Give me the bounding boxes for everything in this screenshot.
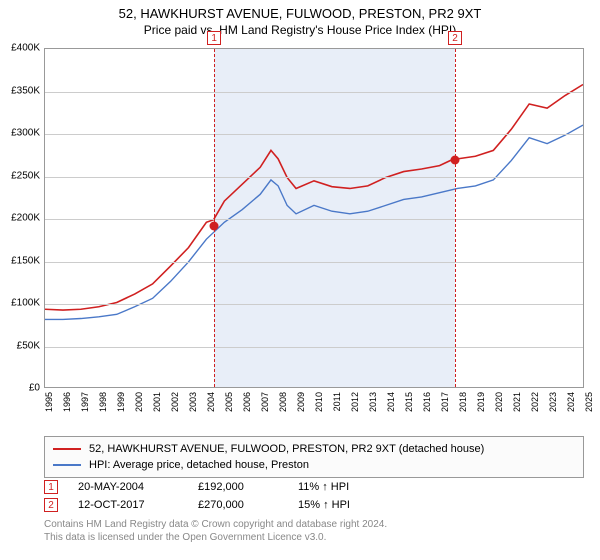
y-axis-label: £50K	[17, 340, 40, 351]
y-axis-label: £400K	[11, 43, 40, 54]
y-axis-label: £350K	[11, 85, 40, 96]
x-axis-label: 1997	[80, 392, 90, 412]
x-axis-label: 2011	[332, 392, 342, 411]
sale-vline	[455, 49, 456, 387]
x-axis-label: 2016	[422, 392, 432, 412]
x-axis-label: 2010	[314, 392, 324, 412]
sale-index-box: 1	[44, 480, 58, 494]
sale-row: 2 12-OCT-2017 £270,000 15% ↑ HPI	[44, 496, 584, 514]
gridline-h	[45, 177, 583, 178]
x-axis-label: 2014	[386, 392, 396, 412]
series-line	[45, 84, 583, 310]
x-axis-label: 1998	[98, 392, 108, 412]
plot-region: 12	[44, 48, 584, 388]
sale-dot	[210, 221, 219, 230]
sale-marker-box: 2	[448, 31, 462, 45]
x-axis-label: 2025	[584, 392, 594, 412]
legend-label: 52, HAWKHURST AVENUE, FULWOOD, PRESTON, …	[89, 443, 484, 455]
sale-marker-box: 1	[207, 31, 221, 45]
y-axis-label: £100K	[11, 298, 40, 309]
legend-swatch	[53, 448, 81, 450]
gridline-h	[45, 134, 583, 135]
sale-dot	[451, 155, 460, 164]
x-axis-label: 2013	[368, 392, 378, 412]
y-axis-label: £300K	[11, 128, 40, 139]
chart-figure: 52, HAWKHURST AVENUE, FULWOOD, PRESTON, …	[0, 0, 600, 560]
line-series-svg	[45, 49, 583, 387]
x-axis-label: 2023	[548, 392, 558, 412]
x-axis-label: 2021	[512, 392, 522, 412]
x-axis-label: 2009	[296, 392, 306, 412]
x-axis-label: 2024	[566, 392, 576, 412]
y-axis-label: £200K	[11, 213, 40, 224]
x-axis-label: 2004	[206, 392, 216, 412]
sale-diff: 15% ↑ HPI	[298, 499, 378, 511]
title-subtitle: Price paid vs. HM Land Registry's House …	[0, 23, 600, 37]
sale-row: 1 20-MAY-2004 £192,000 11% ↑ HPI	[44, 478, 584, 496]
x-axis-label: 2020	[494, 392, 504, 412]
title-address: 52, HAWKHURST AVENUE, FULWOOD, PRESTON, …	[0, 6, 600, 21]
sale-date: 12-OCT-2017	[78, 499, 178, 511]
x-axis-label: 1999	[116, 392, 126, 412]
sale-price: £192,000	[198, 481, 278, 493]
series-line	[45, 125, 583, 319]
gridline-h	[45, 219, 583, 220]
x-axis-label: 2000	[134, 392, 144, 412]
x-axis-label: 2003	[188, 392, 198, 412]
gridline-h	[45, 304, 583, 305]
legend-row: 52, HAWKHURST AVENUE, FULWOOD, PRESTON, …	[53, 441, 575, 457]
legend-row: HPI: Average price, detached house, Pres…	[53, 457, 575, 473]
sale-price: £270,000	[198, 499, 278, 511]
x-axis-label: 2001	[152, 392, 162, 412]
x-axis-label: 2005	[224, 392, 234, 412]
sale-index-box: 2	[44, 498, 58, 512]
gridline-h	[45, 347, 583, 348]
legend-label: HPI: Average price, detached house, Pres…	[89, 459, 309, 471]
footer-line2: This data is licensed under the Open Gov…	[44, 531, 584, 544]
x-axis-label: 2007	[260, 392, 270, 412]
y-axis-label: £150K	[11, 255, 40, 266]
footer-attribution: Contains HM Land Registry data © Crown c…	[44, 518, 584, 544]
footer-line1: Contains HM Land Registry data © Crown c…	[44, 518, 584, 531]
chart-area: 12 £0£50K£100K£150K£200K£250K£300K£350K£…	[44, 48, 584, 408]
x-axis-label: 2012	[350, 392, 360, 412]
x-axis-label: 2018	[458, 392, 468, 412]
y-axis-label: £250K	[11, 170, 40, 181]
legend-box: 52, HAWKHURST AVENUE, FULWOOD, PRESTON, …	[44, 436, 584, 478]
x-axis-label: 2015	[404, 392, 414, 412]
sale-date: 20-MAY-2004	[78, 481, 178, 493]
gridline-h	[45, 92, 583, 93]
y-axis-label: £0	[29, 383, 40, 394]
x-axis-label: 2019	[476, 392, 486, 412]
x-axis-label: 2008	[278, 392, 288, 412]
chart-titles: 52, HAWKHURST AVENUE, FULWOOD, PRESTON, …	[0, 0, 600, 37]
sale-vline	[214, 49, 215, 387]
sale-diff: 11% ↑ HPI	[298, 481, 378, 493]
x-axis-label: 1996	[62, 392, 72, 412]
gridline-h	[45, 262, 583, 263]
x-axis-label: 2006	[242, 392, 252, 412]
legend-swatch	[53, 464, 81, 466]
sales-table: 1 20-MAY-2004 £192,000 11% ↑ HPI 2 12-OCT-201…	[44, 478, 584, 514]
x-axis-label: 2002	[170, 392, 180, 412]
x-axis-label: 1995	[44, 392, 54, 412]
x-axis-label: 2017	[440, 392, 450, 412]
x-axis-label: 2022	[530, 392, 540, 412]
